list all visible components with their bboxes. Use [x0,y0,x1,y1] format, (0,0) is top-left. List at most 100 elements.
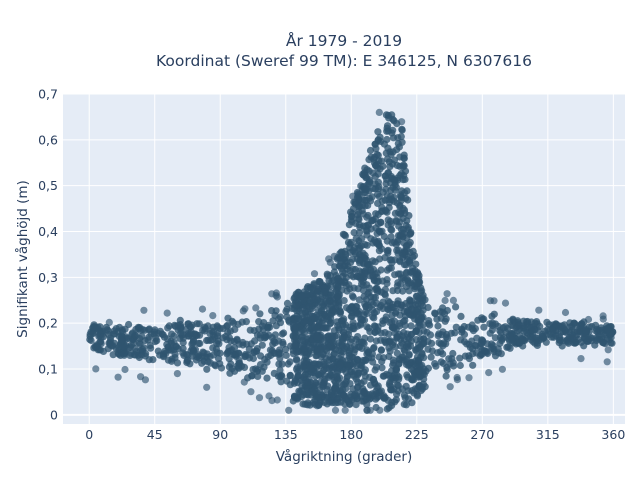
data-point [127,341,135,349]
data-point [348,292,357,300]
data-point [394,236,402,244]
data-point [399,301,407,310]
data-point [360,273,368,281]
data-point [393,390,401,398]
data-point [441,296,449,305]
data-point [369,344,378,352]
data-point [299,304,307,312]
x-tick-label: 360 [601,427,625,442]
data-point [298,336,306,344]
data-point [252,347,260,355]
data-point [439,308,447,316]
data-point [404,395,413,403]
data-point [531,339,539,347]
data-point [209,312,217,320]
data-point [372,210,380,218]
data-point [469,361,477,369]
data-point [291,394,299,402]
data-point [374,323,382,331]
data-point [582,327,591,335]
data-point [251,337,259,345]
data-point [360,377,368,385]
data-point [515,321,523,329]
data-point [241,353,249,361]
y-tick-label: 0,7 [38,87,58,102]
data-point [134,325,142,333]
y-tick-label: 0,4 [38,224,58,239]
x-axis-title: Vågriktning (grader) [276,448,413,465]
data-point [334,293,342,301]
data-point [163,309,171,317]
data-point [313,286,321,294]
data-point [360,311,368,319]
data-point [361,334,369,342]
data-point [497,329,505,337]
data-point [443,290,451,298]
data-point [286,371,294,379]
data-point [173,342,181,351]
data-point [473,349,481,357]
data-point [310,280,318,288]
data-point [310,323,318,331]
data-point [365,179,373,187]
data-point [316,362,324,370]
data-point [231,325,239,333]
data-point [384,122,392,130]
data-point [203,336,211,345]
data-point [346,240,354,248]
data-point [394,134,402,142]
data-point [388,311,396,319]
data-point [424,364,432,372]
data-point [283,313,291,321]
data-point [330,252,338,260]
data-point [301,400,309,408]
data-point [452,323,460,331]
y-tick-labels: 0 0,1 0,2 0,3 0,4 0,5 0,6 0,7 [38,87,58,423]
data-point [219,334,227,342]
data-point [268,290,276,298]
data-point [224,328,232,336]
data-point [361,267,370,275]
data-point [598,333,606,341]
data-point [242,318,250,326]
data-point [384,216,392,224]
data-point [307,364,315,373]
data-point [385,344,393,352]
data-point [325,305,333,313]
data-point [199,348,207,356]
x-tick-label: 225 [405,427,429,442]
data-point [393,349,401,357]
data-point [362,185,370,193]
data-point [283,299,292,307]
data-point [592,321,600,329]
data-point [491,352,500,360]
data-point [145,333,153,341]
data-point [285,406,293,414]
data-point [377,346,385,354]
data-point [168,330,176,338]
data-point [419,294,427,302]
data-point [376,406,384,414]
data-point [501,299,510,307]
data-point [490,297,498,305]
data-point [528,333,536,341]
data-point [584,315,593,324]
data-point [313,402,321,410]
data-point [350,198,358,206]
data-point [402,269,410,277]
data-point [302,390,311,398]
data-point [388,160,397,168]
data-point [286,358,294,366]
data-point [118,336,126,344]
data-point [302,319,310,327]
data-point [403,330,412,338]
data-point [358,201,367,209]
data-point [355,257,364,265]
data-point [404,196,412,204]
data-point [292,301,300,309]
data-point [378,207,386,215]
data-point [179,331,187,339]
data-point [253,367,261,375]
data-point [273,293,281,301]
data-point [332,385,340,393]
